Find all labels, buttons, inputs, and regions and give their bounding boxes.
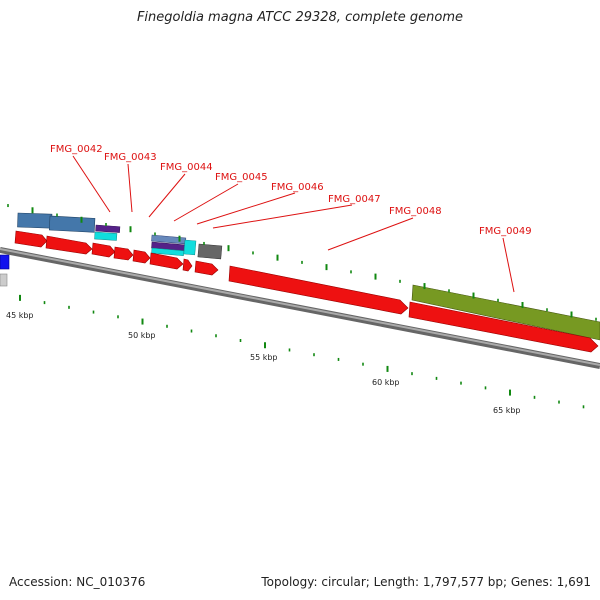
callout-line-fmg-0046 xyxy=(196,192,296,225)
cds-arrow-10[interactable] xyxy=(408,301,599,353)
cds-arrow-7[interactable] xyxy=(182,258,193,272)
scale-label-55-kbp: 55 kbp xyxy=(250,353,278,362)
cds-arrow-3[interactable] xyxy=(91,242,116,258)
gene-label-fmg-0046[interactable]: FMG_0046 xyxy=(271,182,324,193)
cds-arrow-5[interactable] xyxy=(132,249,151,264)
feature-track-upper xyxy=(17,212,600,341)
cds-arrow-2[interactable] xyxy=(45,235,93,255)
feature-olive-1[interactable] xyxy=(411,284,600,341)
feature-gray-1[interactable] xyxy=(197,243,223,260)
scale-label-60-kbp: 60 kbp xyxy=(372,378,400,387)
feature-gray-edge[interactable] xyxy=(0,273,8,287)
callout-line-fmg-0048 xyxy=(327,217,414,251)
callout-line-fmg-0045 xyxy=(173,183,239,222)
feature-cyan-3[interactable] xyxy=(183,239,197,256)
gene-label-fmg-0042[interactable]: FMG_0042 xyxy=(50,144,103,155)
callout-line-fmg-0042 xyxy=(72,155,111,213)
callout-line-fmg-0049 xyxy=(502,237,515,293)
map-title: Finegoldia magna ATCC 29328, complete ge… xyxy=(136,10,464,25)
cds-arrow-4[interactable] xyxy=(113,246,134,261)
cds-arrow-8[interactable] xyxy=(194,260,219,276)
callout-line-fmg-0044 xyxy=(148,173,186,218)
scale-label-50-kbp: 50 kbp xyxy=(128,331,156,340)
cds-arrow-9[interactable] xyxy=(228,265,409,315)
gene-callout-lines xyxy=(72,155,515,293)
callout-line-fmg-0043 xyxy=(127,163,133,213)
gene-label-fmg-0047[interactable]: FMG_0047 xyxy=(328,194,381,205)
feature-purple-1[interactable] xyxy=(95,224,121,233)
gene-label-fmg-0044[interactable]: FMG_0044 xyxy=(160,162,213,173)
gene-label-fmg-0045[interactable]: FMG_0045 xyxy=(215,172,268,183)
cds-arrow-6[interactable] xyxy=(149,252,184,270)
gene-labels: FMG_0042 FMG_0043 FMG_0044 FMG_0045 FMG_… xyxy=(50,144,532,237)
feature-darkblue-edge[interactable] xyxy=(0,254,10,270)
feature-blue-1[interactable] xyxy=(17,212,53,229)
scale-label-65-kbp: 65 kbp xyxy=(493,406,521,415)
scale-ticks xyxy=(7,204,597,409)
feature-cyan-1[interactable] xyxy=(94,231,118,241)
genome-backbone xyxy=(0,247,600,369)
scale-label-45-kbp: 45 kbp xyxy=(6,311,34,320)
callout-line-fmg-0047 xyxy=(212,204,353,229)
cds-arrow-1[interactable] xyxy=(14,230,48,248)
cds-track xyxy=(14,230,599,353)
genome-summary-text: Topology: circular; Length: 1,797,577 bp… xyxy=(261,575,591,589)
accession-text: Accession: NC_010376 xyxy=(9,575,146,589)
feature-blue-2[interactable] xyxy=(48,215,96,233)
gene-label-fmg-0049[interactable]: FMG_0049 xyxy=(479,226,532,237)
scale-labels: 45 kbp 50 kbp 55 kbp 60 kbp 65 kbp xyxy=(6,311,521,415)
gene-label-fmg-0048[interactable]: FMG_0048 xyxy=(389,206,442,217)
gene-label-fmg-0043[interactable]: FMG_0043 xyxy=(104,152,157,163)
